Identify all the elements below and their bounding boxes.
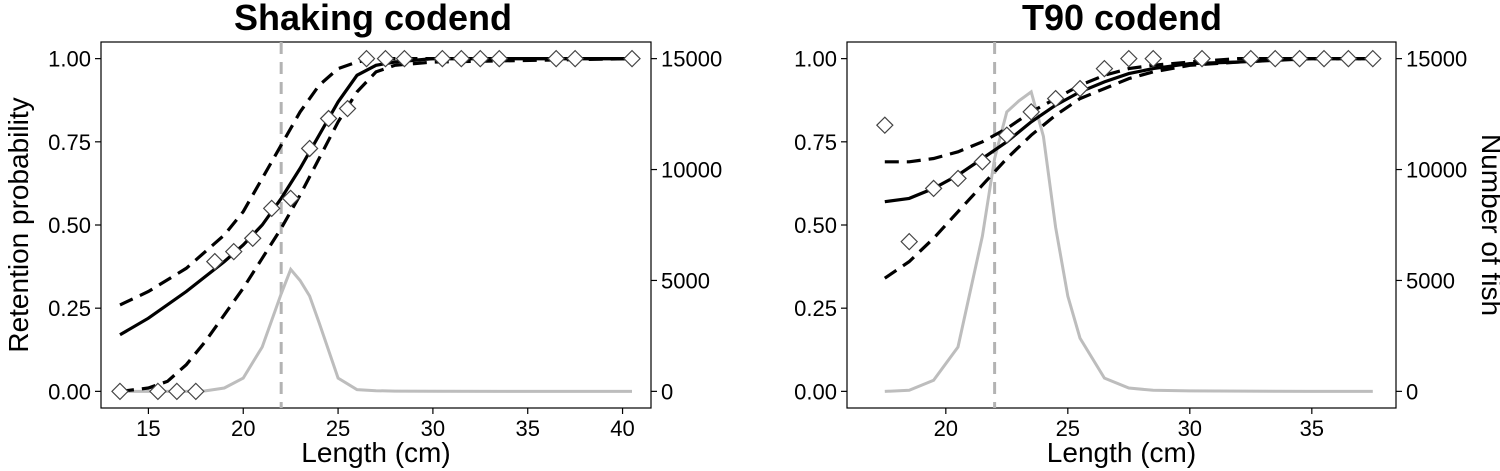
data-point (262, 199, 281, 218)
plot-frame (846, 41, 1397, 409)
y2-tick-label: 5000 (661, 268, 710, 293)
y-tick-label: 0.25 (794, 296, 837, 321)
data-point (395, 49, 414, 68)
plot-frame (100, 41, 652, 409)
data-point (1266, 49, 1285, 68)
y-tick-label: 1.00 (794, 47, 837, 72)
y2-tick-label: 10000 (661, 158, 722, 183)
chart-title: Shaking codend (234, 0, 512, 38)
data-point (168, 382, 186, 401)
data-point (1241, 49, 1260, 68)
data-point (186, 382, 205, 401)
fit-line (884, 57, 1373, 204)
data-point (1095, 59, 1114, 78)
data-point (319, 109, 338, 128)
data-point (281, 189, 300, 208)
fit-line (119, 57, 632, 337)
panel-t90-codend: T90 codend 0.00 0.25 0.50 0.75 1.00 0 5000 10000… (794, 0, 1500, 468)
y-axis-label: Retention probability (3, 97, 34, 352)
y-tick-label: 0.50 (48, 213, 91, 238)
x-tick-label: 25 (326, 416, 350, 441)
data-point (205, 252, 224, 271)
ci-lower-line (883, 57, 1373, 280)
data-point (900, 232, 919, 251)
data-point (338, 99, 357, 118)
y-tick-label: 0.00 (794, 379, 837, 404)
x-tick-label: 35 (1300, 416, 1324, 441)
data-point (623, 49, 641, 68)
y-tick-label: 0.25 (48, 296, 91, 321)
y2-tick-label: 0 (661, 379, 673, 404)
data-point (1193, 49, 1211, 68)
y2-tick-label: 10000 (1406, 158, 1467, 183)
data-point (1119, 49, 1138, 68)
data-point (224, 242, 243, 261)
data-point (1363, 49, 1382, 68)
y2-tick-label: 0 (1406, 379, 1418, 404)
data-point (949, 169, 967, 188)
y2-axis-label: Number of fish (1476, 134, 1500, 316)
data-point (1022, 103, 1041, 121)
chart-title: T90 codend (1022, 0, 1222, 38)
x-tick-label: 20 (231, 416, 255, 441)
data-point (1071, 79, 1089, 98)
population-line (884, 89, 1373, 393)
x-tick-label: 20 (934, 416, 958, 441)
x-tick-label: 30 (1178, 416, 1202, 441)
data-point (452, 49, 471, 68)
data-point (376, 49, 395, 68)
x-tick-label: 15 (136, 416, 160, 441)
data-point (300, 139, 319, 158)
y-tick-label: 0.00 (48, 379, 91, 404)
x-tick-label: 30 (421, 416, 445, 441)
data-point (875, 116, 894, 135)
y2-tick-label: 15000 (661, 47, 722, 72)
y2-tick-label: 5000 (1406, 268, 1455, 293)
data-point (149, 382, 167, 401)
panel-shaking-codend: Shaking codend 0.00 0.25 0.50 0.75 1.00 0 5000 1… (3, 0, 722, 468)
ci-upper-line (119, 57, 632, 307)
y2-tick-label: 15000 (1406, 47, 1467, 72)
data-point (1315, 49, 1333, 68)
data-point (111, 382, 129, 401)
data-point (924, 179, 943, 198)
data-point (1290, 49, 1309, 68)
data-point (433, 49, 452, 68)
data-point (1144, 49, 1163, 68)
y-tick-label: 0.75 (48, 130, 91, 155)
data-point (243, 229, 262, 248)
data-point (471, 49, 490, 68)
x-axis-label: Length (cm) (301, 437, 450, 468)
x-tick-label: 40 (610, 416, 634, 441)
x-tick-label: 25 (1056, 416, 1080, 441)
y-tick-label: 0.75 (794, 130, 837, 155)
data-point (357, 49, 376, 68)
ci-upper-line (884, 57, 1373, 164)
data-point (490, 49, 509, 68)
data-point (566, 49, 584, 68)
x-tick-label: 35 (515, 416, 539, 441)
y-tick-label: 1.00 (48, 47, 91, 72)
population-line (120, 266, 632, 393)
x-axis-label: Length (cm) (1047, 437, 1196, 468)
data-point (997, 126, 1016, 145)
data-point (973, 152, 992, 171)
data-point (1046, 89, 1065, 108)
ci-lower-line (119, 57, 633, 393)
data-point (1339, 49, 1358, 68)
y-tick-label: 0.50 (794, 213, 837, 238)
data-point (547, 49, 566, 68)
